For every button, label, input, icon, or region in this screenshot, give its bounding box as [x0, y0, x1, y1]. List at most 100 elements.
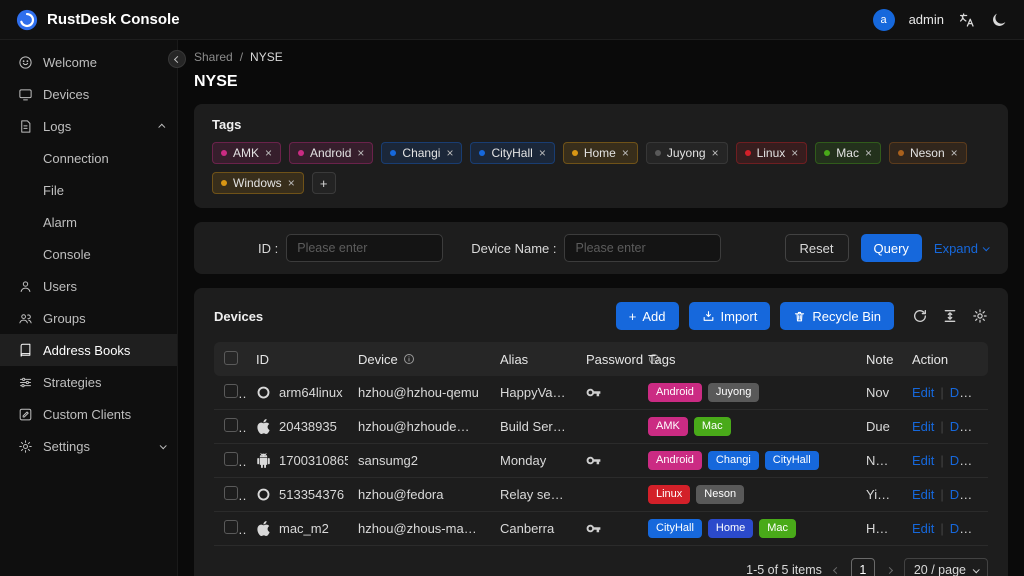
breadcrumb-current: NYSE — [250, 50, 283, 64]
device-id: arm64linux — [279, 385, 343, 400]
query-button[interactable]: Query — [860, 234, 922, 262]
sidebar-collapse-button[interactable] — [168, 50, 186, 68]
delete-link[interactable]: Delete — [949, 453, 988, 468]
sidebar-item-users[interactable]: Users — [0, 270, 177, 302]
address-book-icon — [18, 343, 33, 358]
prev-page-button[interactable] — [832, 566, 840, 574]
delete-link[interactable]: Delete — [949, 521, 988, 536]
tag-close-icon[interactable]: × — [265, 146, 273, 160]
tag-close-icon[interactable]: × — [287, 176, 295, 190]
app-title: RustDesk Console — [47, 11, 180, 28]
tag-chip: Juyong — [707, 383, 760, 402]
edit-link[interactable]: Edit — [912, 487, 935, 502]
tag-close-icon[interactable]: × — [950, 146, 958, 160]
tag-color-dot — [897, 150, 904, 156]
delete-link[interactable]: Delete — [949, 385, 988, 400]
edit-link[interactable]: Edit — [912, 453, 935, 468]
breadcrumb-shared[interactable]: Shared — [194, 50, 233, 64]
tag-close-icon[interactable]: × — [864, 146, 872, 160]
sidebar-item-alarm[interactable]: Alarm — [43, 214, 77, 230]
sidebar-item-groups[interactable]: Groups — [0, 302, 177, 334]
sidebar-item-custom-clients[interactable]: Custom Clients — [0, 398, 177, 430]
row-checkbox[interactable] — [224, 418, 238, 432]
avatar[interactable]: a — [872, 8, 895, 31]
sidebar-item-devices[interactable]: Devices — [0, 78, 177, 110]
settings-gear-icon[interactable] — [972, 308, 988, 324]
select-all-checkbox[interactable] — [224, 350, 238, 365]
tag-close-icon[interactable]: × — [538, 146, 546, 160]
import-button[interactable]: Import — [688, 302, 771, 330]
devices-card: Devices + Add Import Recycle Bin — [194, 288, 1008, 576]
device-alias: Relay server — [490, 478, 576, 512]
devices-card-title: Devices — [214, 308, 264, 324]
sidebar-item-console[interactable]: Console — [43, 246, 91, 262]
pagination: 1-5 of 5 items 1 20 / page — [214, 558, 988, 576]
row-checkbox[interactable] — [224, 452, 238, 466]
group-icon — [18, 311, 33, 326]
password-key-icon[interactable] — [586, 453, 628, 468]
column-header-alias: Alias — [490, 342, 576, 376]
dark-mode-moon-icon[interactable] — [990, 11, 1008, 29]
edit-link[interactable]: Edit — [912, 385, 935, 400]
sidebar-item-welcome[interactable]: Welcome — [0, 46, 177, 78]
device-name: hzhou@zhous-macbook-air — [348, 512, 490, 546]
reset-button[interactable]: Reset — [784, 234, 849, 262]
row-checkbox[interactable] — [224, 486, 238, 500]
column-header-note: Note — [856, 342, 902, 376]
password-key-icon[interactable] — [586, 521, 628, 536]
chevron-up-icon — [158, 123, 166, 131]
recycle-bin-button[interactable]: Recycle Bin — [780, 302, 894, 330]
add-tag-button[interactable]: + — [311, 172, 336, 194]
translate-icon[interactable] — [958, 11, 976, 29]
tag-chip: Linux — [648, 485, 691, 504]
column-header-action: Action — [902, 342, 988, 376]
sidebar-item-connection[interactable]: Connection — [43, 150, 109, 166]
row-checkbox[interactable] — [224, 384, 238, 398]
tag-close-icon[interactable]: × — [357, 146, 365, 160]
tag-chip-juyong: Juyong × — [645, 142, 728, 164]
device-name-filter-group: Device Name : — [471, 234, 722, 262]
column-height-icon[interactable] — [942, 308, 958, 324]
username[interactable]: admin — [908, 12, 944, 27]
id-filter-input[interactable] — [286, 234, 444, 262]
delete-link[interactable]: Delete — [949, 419, 988, 434]
next-page-button[interactable] — [885, 566, 893, 574]
device-name-filter-input[interactable] — [564, 234, 722, 262]
table-tools — [912, 308, 988, 324]
fedora-icon — [256, 487, 271, 502]
import-icon — [702, 310, 715, 323]
tag-close-icon[interactable]: × — [711, 146, 719, 160]
tag-close-icon[interactable]: × — [446, 146, 454, 160]
sidebar-item-settings[interactable]: Settings — [0, 430, 177, 462]
custom-clients-icon — [18, 407, 33, 422]
tag-chip-neson: Neson × — [888, 142, 967, 164]
edit-link[interactable]: Edit — [912, 419, 935, 434]
page-number[interactable]: 1 — [850, 558, 875, 576]
sidebar-item-address-books[interactable]: Address Books — [0, 334, 177, 366]
edit-link[interactable]: Edit — [912, 521, 935, 536]
android-icon — [256, 453, 271, 468]
sidebar-item-file[interactable]: File — [43, 182, 64, 198]
expand-link[interactable]: Expand — [934, 241, 990, 256]
device-name: hzhou@hzhoudemac-mini — [348, 410, 490, 444]
id-filter-label: ID : — [258, 240, 279, 256]
info-icon[interactable] — [403, 353, 415, 365]
tags-card-title: Tags — [212, 117, 242, 132]
refresh-icon[interactable] — [912, 308, 928, 324]
breadcrumb: Shared / NYSE — [194, 50, 1008, 64]
table-row: 20438935 hzhou@hzhoudemac-mini Build Ser… — [214, 410, 988, 444]
delete-link[interactable]: Delete — [949, 487, 988, 502]
tag-close-icon[interactable]: × — [791, 146, 799, 160]
row-checkbox[interactable] — [224, 520, 238, 534]
sidebar-item-logs[interactable]: Logs — [0, 110, 177, 142]
tag-close-icon[interactable]: × — [621, 146, 629, 160]
filter-actions: Reset Query Expand — [784, 234, 990, 262]
device-id: 1700310865 — [279, 453, 348, 468]
filter-card: ID : Device Name : Reset Query Expand — [194, 222, 1008, 274]
chevron-down-icon — [159, 441, 167, 449]
password-key-icon[interactable] — [586, 385, 628, 400]
page-size-select[interactable]: 20 / page — [903, 558, 988, 576]
add-device-button[interactable]: + Add — [615, 302, 679, 330]
sidebar-item-strategies[interactable]: Strategies — [0, 366, 177, 398]
strategies-icon — [18, 375, 33, 390]
